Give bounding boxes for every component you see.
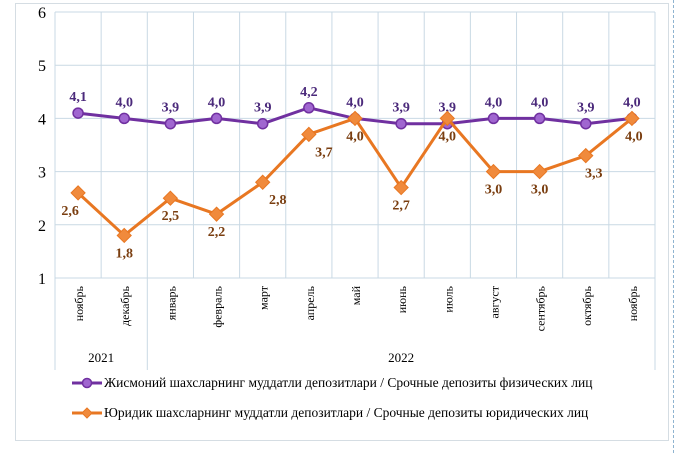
data-point [624,110,640,127]
y-tick-label: 6 [38,5,46,22]
legend-marker-diamond-icon [72,407,102,419]
data-point [578,147,594,164]
data-label: 2,5 [162,209,180,224]
data-label: 2,6 [61,204,79,219]
data-point [256,117,269,130]
data-point [347,110,363,127]
data-point [210,112,223,125]
data-label: 4,0 [485,95,503,110]
x-tick-label: июль [441,285,455,312]
data-point [118,112,130,125]
data-label: 4,2 [300,85,318,100]
data-label: 4,0 [346,129,364,144]
data-point [531,163,548,180]
data-label: 3,7 [315,145,333,160]
data-point [162,190,179,206]
x-tick-label: октябрь [580,285,594,325]
page-margin-line [673,0,674,453]
x-tick-label: август [487,285,501,318]
data-point [303,102,315,114]
chart-frame [15,3,669,441]
data-point [439,110,456,127]
data-point [164,117,177,130]
data-label: 3,9 [392,101,410,116]
data-point [116,227,132,244]
data-label: 4,0 [623,95,641,110]
legend-item-legal-entities: Юридик шахсларнинг муддатли депозитлари … [72,405,588,421]
data-point [393,179,409,196]
data-label: 1,8 [115,246,133,261]
data-label: 3,9 [439,101,457,116]
data-label: 4,1 [69,90,87,105]
x-tick-label: сентябрь [534,285,548,331]
year-label: 2021 [88,350,114,365]
data-point [533,112,546,125]
y-tick-label: 4 [38,111,46,128]
data-label: 4,0 [115,95,133,110]
x-tick-label: декабрь [118,285,132,326]
legend-marker-circle-icon [72,377,102,389]
data-point [254,174,271,190]
legend-label: Юридик шахсларнинг муддатли депозитлари … [104,405,589,420]
data-point [580,117,592,130]
x-tick-label: февраль [211,285,225,327]
x-tick-label: апрель [303,285,317,320]
x-tick-label: ноябрь [626,285,640,321]
y-tick-label: 5 [38,58,46,75]
data-label: 3,0 [531,183,549,198]
year-label: 2022 [388,350,414,365]
legend-label: Жисмоний шахсларнинг муддатли депозитлар… [104,375,593,390]
data-point [485,163,502,180]
x-tick-label: март [257,285,271,310]
data-point [301,126,317,143]
y-tick-label: 1 [38,271,46,288]
data-point [208,206,225,222]
data-label: 4,0 [439,129,457,144]
data-label: 4,0 [346,95,364,110]
data-label: 2,7 [392,199,410,214]
data-label: 4,0 [208,95,226,110]
data-point [70,185,86,201]
data-point [72,107,84,119]
y-tick-label: 2 [38,218,46,235]
data-label: 4,0 [625,129,643,144]
legend-item-individuals: Жисмоний шахсларнинг муддатли депозитлар… [72,375,592,391]
data-label: 2,8 [269,193,287,208]
x-tick-label: июнь [395,285,409,313]
x-tick-label: май [349,285,363,305]
data-label: 3,9 [577,101,595,116]
data-label: 3,9 [254,101,272,116]
data-label: 3,0 [485,183,503,198]
data-point [395,117,407,130]
data-point [487,112,500,125]
x-tick-label: ноябрь [72,285,86,321]
data-label: 4,0 [531,95,549,110]
data-label: 3,9 [162,101,180,116]
data-label: 2,2 [208,225,226,240]
data-label: 3,3 [585,167,603,182]
y-tick-label: 3 [38,165,46,182]
x-tick-label: январь [164,285,178,320]
